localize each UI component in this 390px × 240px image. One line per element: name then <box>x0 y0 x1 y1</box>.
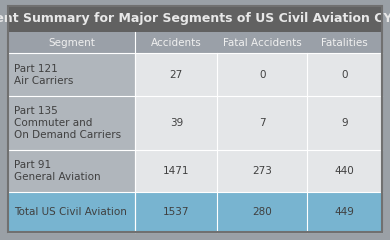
Bar <box>8 96 135 150</box>
Bar <box>8 150 135 192</box>
Bar <box>8 6 382 32</box>
Bar <box>218 32 307 54</box>
Text: Part 135
Commuter and
On Demand Carriers: Part 135 Commuter and On Demand Carriers <box>14 106 121 139</box>
Text: Part 121
Air Carriers: Part 121 Air Carriers <box>14 64 73 86</box>
Bar <box>307 96 382 150</box>
Text: 1537: 1537 <box>163 207 190 217</box>
Text: 440: 440 <box>335 166 355 176</box>
Bar <box>218 54 307 96</box>
Text: Part 91
General Aviation: Part 91 General Aviation <box>14 160 101 182</box>
Bar <box>307 32 382 54</box>
Text: 280: 280 <box>252 207 272 217</box>
Text: 0: 0 <box>341 70 348 80</box>
Bar <box>307 192 382 232</box>
Text: 449: 449 <box>335 207 355 217</box>
Bar <box>135 150 218 192</box>
Bar <box>8 192 135 232</box>
Bar <box>135 96 218 150</box>
Text: Total US Civil Aviation: Total US Civil Aviation <box>14 207 127 217</box>
Text: 27: 27 <box>170 70 183 80</box>
Bar <box>135 54 218 96</box>
Text: Segment: Segment <box>48 38 95 48</box>
Text: Fatal Accidents: Fatal Accidents <box>223 38 302 48</box>
Text: 7: 7 <box>259 118 266 128</box>
Bar <box>218 192 307 232</box>
Bar <box>8 54 135 96</box>
Text: 0: 0 <box>259 70 266 80</box>
Bar <box>8 32 135 54</box>
Bar <box>135 192 218 232</box>
Bar <box>307 54 382 96</box>
Text: Accident Summary for Major Segments of US Civil Aviation CY 2012: Accident Summary for Major Segments of U… <box>0 12 390 25</box>
Bar <box>135 32 218 54</box>
Text: 39: 39 <box>170 118 183 128</box>
Bar <box>218 150 307 192</box>
Bar <box>307 150 382 192</box>
Text: 273: 273 <box>252 166 272 176</box>
Text: 9: 9 <box>341 118 348 128</box>
Bar <box>218 96 307 150</box>
Text: 1471: 1471 <box>163 166 190 176</box>
Text: Fatalities: Fatalities <box>321 38 368 48</box>
Text: Accidents: Accidents <box>151 38 202 48</box>
